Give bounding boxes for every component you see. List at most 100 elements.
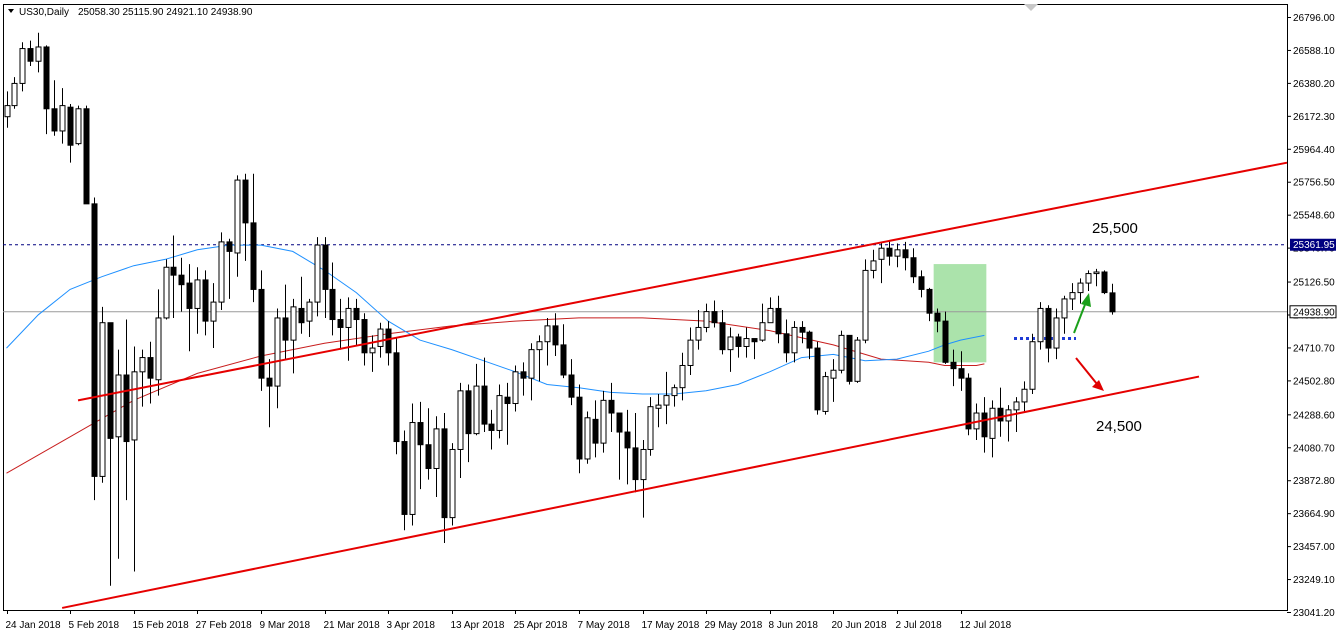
- y-tick-label: 25964.40: [1293, 145, 1335, 156]
- candle-body: [981, 412, 988, 438]
- candle: [544, 317, 551, 366]
- candle-body: [202, 279, 209, 322]
- candle: [1061, 295, 1068, 334]
- candle: [727, 327, 734, 372]
- candle-body: [1045, 307, 1052, 349]
- candle-body: [695, 326, 702, 341]
- candle-body: [830, 369, 837, 379]
- candle-body: [496, 395, 503, 431]
- candle-body: [512, 371, 519, 405]
- candle: [647, 397, 654, 456]
- x-tick-label: 15 Feb 2018: [133, 620, 190, 631]
- candle: [75, 105, 82, 146]
- candle: [19, 42, 26, 92]
- candle: [147, 341, 154, 404]
- candle: [536, 335, 543, 382]
- candle: [385, 321, 392, 366]
- label-24500: 24,500: [1096, 418, 1142, 435]
- candle-body: [290, 306, 297, 341]
- y-tick-label: 23872.80: [1293, 476, 1335, 487]
- candle-body: [43, 46, 50, 110]
- candle-body: [91, 203, 98, 477]
- candle-body: [703, 311, 710, 328]
- candle: [806, 330, 813, 360]
- y-tick-label: 26172.30: [1293, 112, 1335, 123]
- candle: [258, 270, 265, 391]
- candle: [687, 327, 694, 375]
- channel-lower-line: [61, 375, 1200, 609]
- candle-body: [1029, 341, 1036, 390]
- candle: [918, 270, 925, 298]
- candle-body: [4, 105, 11, 118]
- candle-body: [624, 431, 631, 449]
- candle-body: [536, 341, 543, 351]
- plot-border: [3, 4, 1288, 611]
- candle-body: [258, 288, 265, 379]
- y-tick-label: 25756.50: [1293, 178, 1335, 189]
- candle-body: [576, 396, 583, 460]
- candle: [409, 403, 416, 526]
- candle: [274, 308, 281, 409]
- candle: [11, 77, 18, 109]
- candle-body: [345, 307, 352, 328]
- candle: [942, 311, 949, 364]
- candle-body: [687, 339, 694, 366]
- candle-body: [560, 344, 567, 376]
- candle-body: [592, 418, 599, 444]
- x-tick-label: 9 Mar 2018: [260, 620, 311, 631]
- candle: [178, 257, 185, 312]
- candle-body: [329, 288, 336, 321]
- candle-body: [528, 349, 535, 379]
- candle-body: [107, 322, 114, 439]
- candle-body: [727, 336, 734, 351]
- candle-body: [393, 352, 400, 443]
- channel-upper-line: [77, 161, 1288, 402]
- candle-body: [234, 179, 241, 254]
- candle-body: [306, 301, 313, 322]
- candle-body: [337, 319, 344, 328]
- ma-slow-line: [6, 317, 985, 474]
- candle-body: [361, 319, 368, 354]
- candle: [115, 349, 122, 559]
- x-tick-label: 29 May 2018: [705, 620, 763, 631]
- candle-body: [19, 48, 26, 84]
- candle-body: [242, 179, 249, 224]
- candle: [290, 298, 297, 374]
- candle: [51, 80, 58, 136]
- direction-arrows: [1073, 293, 1104, 391]
- candle-body: [640, 448, 647, 481]
- candle-body: [679, 364, 686, 389]
- candle-body: [791, 326, 798, 354]
- candle: [329, 262, 336, 336]
- candle-body: [958, 368, 965, 379]
- candle: [592, 400, 599, 458]
- candle: [226, 238, 233, 299]
- header-dropdown-icon[interactable]: [8, 9, 14, 13]
- candle: [425, 408, 432, 480]
- candle-body: [608, 399, 615, 414]
- candle: [910, 248, 917, 284]
- candle: [242, 173, 249, 261]
- candle: [695, 310, 702, 350]
- candle: [767, 297, 774, 324]
- x-tick-label: 12 Jul 2018: [960, 620, 1012, 631]
- candle-body: [369, 347, 376, 354]
- candle: [783, 319, 790, 363]
- candle: [306, 298, 313, 337]
- candle: [608, 382, 615, 433]
- candle: [1037, 302, 1044, 350]
- candle: [91, 197, 98, 501]
- candle: [846, 334, 853, 385]
- candle-body: [743, 338, 750, 347]
- candle: [449, 443, 456, 526]
- candle-body: [647, 406, 654, 450]
- candle-body: [918, 276, 925, 290]
- candle-body: [75, 108, 82, 145]
- candle: [632, 413, 639, 493]
- candle-body: [1085, 273, 1092, 284]
- candle-body: [194, 279, 201, 309]
- ohlc-readout: 25058.30 25115.90 24921.10 24938.90: [78, 7, 253, 18]
- candle-body: [155, 317, 162, 381]
- candle: [520, 362, 527, 396]
